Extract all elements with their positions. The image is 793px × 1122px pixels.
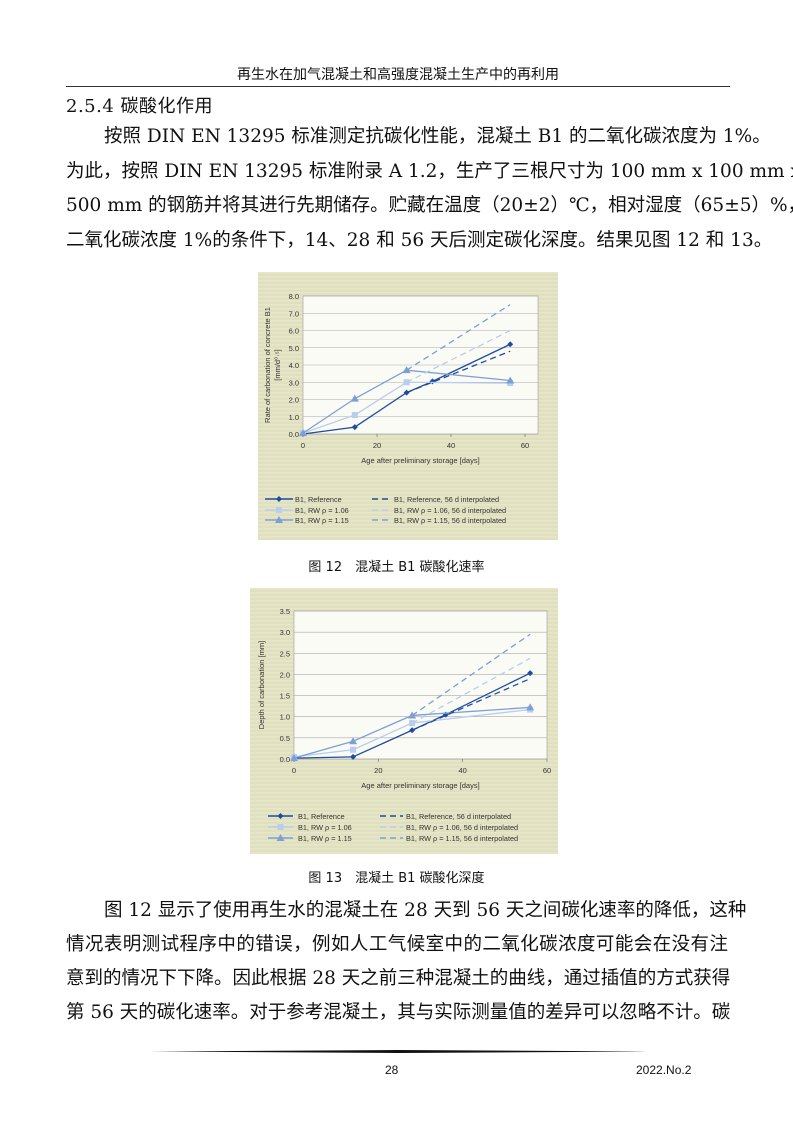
square-marker [350, 746, 357, 753]
y-axis-label: Rate of carbonation of concrete B1 [263, 307, 272, 423]
issue-label: 2022.No.2 [636, 1063, 692, 1077]
legend-label: B1, Reference [295, 495, 342, 504]
legend-label: B1, RW ρ = 1.15, 56 d interpolated [406, 834, 518, 843]
x-tick-label: 60 [521, 441, 529, 450]
x-tick-label: 40 [447, 441, 455, 450]
legend-label: B1, Reference [298, 812, 345, 821]
y-tick-label: 0.0 [280, 755, 290, 764]
x-tick-label: 0 [292, 766, 296, 775]
legend-label: B1, RW ρ = 1.06 [295, 506, 349, 515]
legend-label: B1, RW ρ = 1.06, 56 d interpolated [394, 506, 506, 515]
text-line: 情况表明测试程序中的错误，例如人工气候室中的二氧化碳浓度可能会在没有注 [66, 934, 728, 955]
y-axis-label: [mm/d⁰·⁵] [273, 349, 282, 381]
x-tick-label: 20 [374, 766, 382, 775]
triangle-marker [299, 429, 307, 437]
triangle-marker [290, 754, 298, 762]
y-tick-label: 3.0 [280, 628, 290, 637]
y-tick-label: 0.5 [280, 734, 290, 743]
legend-label: B1, Reference, 56 d interpolated [406, 812, 511, 821]
interpolated-series-line [406, 304, 511, 371]
x-tick-label: 0 [301, 441, 305, 450]
interpolated-series-line [411, 633, 531, 716]
square-marker [351, 412, 358, 419]
y-tick-label: 3.0 [289, 378, 299, 387]
interpolated-series-line [411, 657, 531, 724]
series-line [302, 381, 511, 434]
footer-rule [149, 1050, 647, 1053]
section-title: 2.5.4 碳酸化作用 [66, 96, 214, 117]
triangle-marker [350, 394, 359, 402]
triangle-marker [506, 376, 515, 384]
legend-label: B1, RW ρ = 1.06, 56 d interpolated [406, 823, 518, 832]
interpolated-series-line [406, 350, 511, 394]
diamond-marker [276, 496, 282, 502]
legend-label: B1, RW ρ = 1.15 [298, 834, 352, 843]
diamond-marker [429, 378, 436, 385]
series-line [293, 706, 531, 759]
triangle-marker [276, 834, 285, 841]
plot-area [293, 610, 548, 760]
diamond-marker [350, 753, 357, 760]
series-line [293, 708, 531, 758]
figure-12-chart: 0.0 1.0 2.0 3.0 4.0 5.0 6.0 7.0 8.0 0 20 40 60 Age af… [258, 272, 558, 540]
x-tick-label: 40 [458, 766, 466, 775]
y-tick-label: 2.0 [289, 396, 299, 405]
y-tick-label: 8.0 [289, 292, 299, 301]
running-header: 再生水在加气混凝土和高强度混凝土生产中的再利用 [237, 67, 559, 83]
y-tick-label: 0.0 [289, 430, 299, 439]
text-line: 按照 DIN EN 13295 标准测定抗碳化性能，混凝土 B1 的二氧化碳浓度… [104, 126, 771, 147]
y-tick-label: 5.0 [289, 344, 299, 353]
text-line: 图 12 显示了使用再生水的混凝土在 28 天到 56 天之间碳化速率的降低，这… [104, 900, 747, 921]
figure-13-chart: 0.0 0.5 1.0 1.5 2.0 2.5 3.0 3.5 0 20 40 60 Age after… [250, 588, 558, 854]
triangle-marker [526, 703, 535, 711]
text-line: 意到的情况下下降。因此根据 28 天之前三种混凝土的曲线，通过插值的方式获得 [66, 968, 731, 989]
y-axis-label: Depth of carbonation [mm] [257, 641, 266, 729]
header-rule [66, 86, 730, 87]
figure-13-caption: 图 13 混凝土 B1 碳酸化深度 [308, 871, 485, 886]
interpolated-series-line [411, 678, 531, 731]
y-tick-label: 2.0 [280, 670, 290, 679]
triangle-marker [275, 516, 283, 523]
diamond-marker [527, 670, 534, 677]
y-tick-label: 1.0 [280, 713, 290, 722]
legend-label: B1, RW ρ = 1.15 [295, 516, 349, 525]
y-tick-label: 2.5 [280, 649, 290, 658]
text-line: 500 mm 的钢筋并将其进行先期储存。贮藏在温度（20±2）℃，相对湿度（65… [66, 195, 793, 216]
x-axis-label: Age after preliminary storage [days] [361, 781, 479, 790]
diamond-marker [277, 813, 284, 819]
y-tick-label: 6.0 [289, 327, 299, 336]
square-marker [277, 824, 284, 830]
y-tick-label: 1.5 [280, 692, 290, 701]
x-axis-label: Age after preliminary storage [days] [361, 456, 479, 465]
diamond-marker [409, 727, 416, 734]
x-tick-label: 20 [373, 441, 381, 450]
text-line: 为此，按照 DIN EN 13295 标准附录 A 1.2，生产了三根尺寸为 1… [66, 161, 793, 182]
series-line [302, 369, 511, 434]
figure-12-caption: 图 12 混凝土 B1 碳酸化速率 [308, 560, 485, 575]
page-number: 28 [385, 1063, 399, 1077]
diamond-marker [351, 424, 358, 431]
legend-label: B1, RW ρ = 1.15, 56 d interpolated [394, 516, 506, 525]
legend-label: B1, Reference, 56 d interpolated [394, 495, 499, 504]
y-tick-label: 1.0 [289, 413, 299, 422]
text-line: 第 56 天的碳化速率。对于参考混凝土，其与实际测量值的差异可以忽略不计。碳 [66, 1002, 731, 1023]
x-tick-label: 60 [543, 766, 551, 775]
y-tick-label: 4.0 [289, 361, 299, 370]
diamond-marker [403, 389, 410, 396]
y-tick-label: 7.0 [289, 309, 299, 318]
triangle-marker [349, 737, 358, 745]
legend-label: B1, RW ρ = 1.06 [298, 823, 352, 832]
square-marker [409, 720, 416, 727]
text-line: 二氧化碳浓度 1%的条件下，14、28 和 56 天后测定碳化深度。结果见图 1… [66, 230, 773, 251]
y-tick-label: 3.5 [280, 607, 290, 616]
diamond-marker [507, 341, 514, 348]
square-marker [276, 507, 282, 513]
